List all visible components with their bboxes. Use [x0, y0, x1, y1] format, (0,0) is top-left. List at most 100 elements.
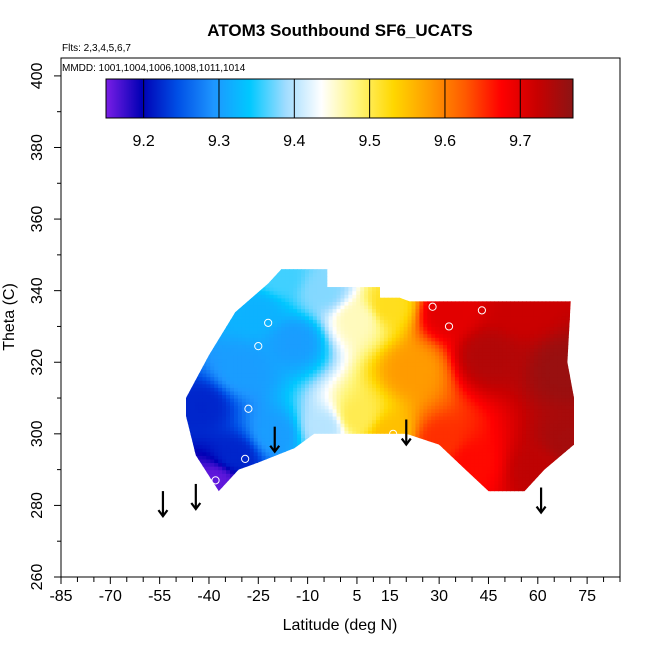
heatmap-cell	[320, 269, 326, 270]
heatmap-cell	[435, 347, 440, 353]
heatmap-cell	[332, 269, 338, 270]
heatmap-cell	[447, 455, 452, 460]
heatmap-cell	[214, 351, 219, 356]
heatmap-cell	[308, 473, 314, 478]
heatmap-cell	[281, 269, 286, 274]
heatmap-cell	[356, 279, 361, 285]
heatmap-cell	[210, 269, 215, 270]
heatmap-cell	[265, 380, 271, 385]
heatmap-cell	[328, 372, 334, 378]
heatmap-cell	[352, 480, 357, 485]
heatmap-cell	[308, 430, 314, 435]
heatmap-cell	[411, 287, 417, 292]
heatmap-cell	[324, 462, 330, 467]
heatmap-cell	[186, 301, 188, 306]
heatmap-cell	[241, 440, 247, 446]
heatmap-cell	[352, 269, 357, 274]
heatmap-cell	[435, 491, 440, 495]
heatmap-cell	[214, 304, 219, 310]
heatmap-cell	[352, 476, 357, 481]
heatmap-cell	[466, 344, 472, 349]
heatmap-cell	[411, 412, 417, 417]
heatmap-cell	[233, 390, 239, 396]
heatmap-cell	[202, 308, 207, 313]
heatmap-cell	[454, 344, 460, 349]
heatmap-cell	[206, 330, 211, 335]
heatmap-cell	[293, 315, 298, 320]
heatmap-cell	[312, 387, 318, 392]
heatmap-cell	[202, 330, 207, 335]
heatmap-cell	[478, 458, 484, 464]
heatmap-cell	[344, 487, 349, 492]
heatmap-cell	[241, 301, 247, 306]
heatmap-cell	[458, 390, 464, 396]
heatmap-cell	[265, 451, 271, 456]
heatmap-cell	[218, 319, 223, 324]
heatmap-cell	[328, 301, 334, 306]
heatmap-cell	[304, 272, 310, 277]
heatmap-cell	[289, 330, 294, 335]
heatmap-cell	[458, 362, 464, 367]
heatmap-cell	[312, 480, 318, 485]
heatmap-cell	[245, 290, 251, 295]
heatmap-cell	[395, 355, 401, 360]
heatmap-cell	[411, 473, 417, 478]
heatmap-cell	[439, 283, 444, 288]
heatmap-cell	[308, 408, 314, 413]
heatmap-cell	[210, 387, 215, 392]
heatmap-cell	[482, 448, 488, 453]
heatmap-cell	[344, 362, 349, 367]
heatmap-cell	[257, 383, 263, 388]
heatmap-cell	[210, 451, 215, 456]
heatmap-cell	[265, 412, 271, 417]
heatmap-cell	[214, 372, 219, 378]
heatmap-cell	[226, 269, 231, 274]
heatmap-cell	[237, 276, 243, 281]
heatmap-cell	[257, 408, 263, 413]
heatmap-cell	[391, 398, 397, 403]
heatmap-cell	[202, 362, 207, 367]
heatmap-cell	[462, 448, 468, 453]
heatmap-cell	[198, 419, 203, 424]
heatmap-cell	[340, 308, 346, 313]
heatmap-cell	[202, 279, 207, 285]
heatmap-cell	[411, 326, 417, 331]
heatmap-cell	[297, 405, 302, 410]
heatmap-cell	[348, 340, 353, 345]
heatmap-cell	[194, 269, 200, 270]
heatmap-cell	[336, 315, 342, 320]
heatmap-cell	[427, 419, 432, 424]
heatmap-cell	[281, 308, 286, 313]
heatmap-cell	[344, 380, 349, 385]
heatmap-cell	[431, 276, 436, 281]
heatmap-cell	[387, 437, 393, 442]
heatmap-cell	[379, 462, 385, 467]
heatmap-cell	[237, 344, 243, 349]
heatmap-cell	[407, 405, 413, 410]
heatmap-cell	[304, 423, 310, 428]
heatmap-cell	[474, 304, 480, 310]
heatmap-cell	[411, 319, 417, 324]
heatmap-cell	[222, 483, 227, 489]
heatmap-cell	[462, 269, 468, 270]
heatmap-cell	[403, 315, 409, 320]
heatmap-cell	[407, 315, 413, 320]
heatmap-cell	[301, 269, 306, 274]
heatmap-cell	[218, 437, 223, 442]
heatmap-cell	[450, 297, 456, 302]
heatmap-cell	[253, 380, 259, 385]
heatmap-cell	[383, 269, 389, 270]
heatmap-cell	[277, 355, 282, 360]
heatmap-cell	[431, 401, 436, 406]
heatmap-cell	[399, 315, 405, 320]
heatmap-cell	[265, 440, 271, 446]
heatmap-cell	[233, 473, 239, 478]
heatmap-cell	[218, 326, 223, 331]
heatmap-cell	[336, 322, 342, 328]
heatmap-cell	[344, 269, 349, 270]
heatmap-cell	[391, 415, 397, 421]
heatmap-cell	[376, 458, 381, 464]
heatmap-cell	[443, 440, 448, 446]
heatmap-cell	[289, 394, 294, 399]
heatmap-cell	[304, 383, 310, 388]
